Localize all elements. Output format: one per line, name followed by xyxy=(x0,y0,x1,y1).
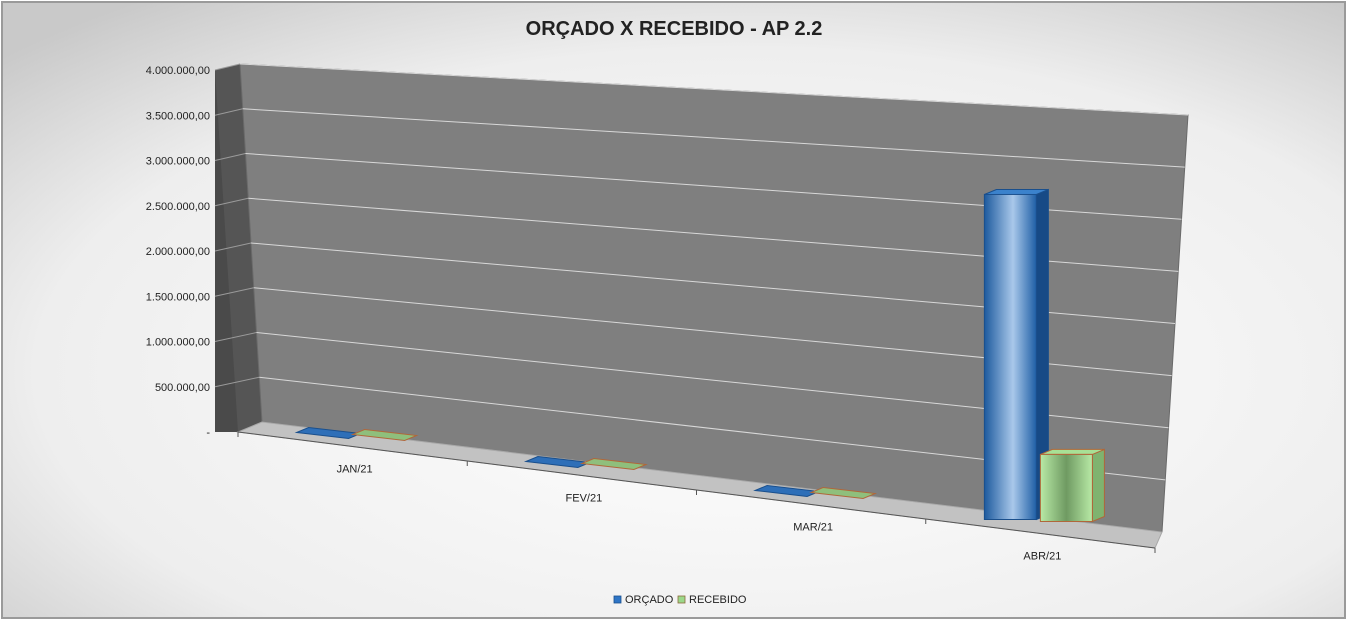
y-tick-label: 4.000.000,00 xyxy=(146,65,210,77)
gridline xyxy=(242,108,1185,168)
bar-orcado xyxy=(983,193,1037,520)
legend-swatch xyxy=(677,595,686,604)
bar-recebido xyxy=(579,457,648,471)
y-tick-label: 3.000.000,00 xyxy=(146,156,210,168)
bar-recebido-side xyxy=(1091,448,1105,523)
gridline xyxy=(239,63,1189,116)
x-tick-label: JAN/21 xyxy=(337,464,373,476)
y-tick-label: 2.500.000,00 xyxy=(146,201,210,213)
x-tick-label: ABR/21 xyxy=(1023,551,1061,563)
plot-layer: - 500.000,00 1.000.000,00 1.500.000,00 2.000… xyxy=(146,63,1189,563)
y-tick-label: 2.000.000,00 xyxy=(146,246,210,258)
bar-recebido xyxy=(809,486,878,500)
side-gridline xyxy=(214,242,252,252)
legend: ORÇADO RECEBIDO xyxy=(613,594,747,606)
legend-label: ORÇADO xyxy=(625,594,674,606)
legend-label: RECEBIDO xyxy=(689,594,747,606)
x-tick-label: MAR/21 xyxy=(793,522,833,534)
y-tick-label: 3.500.000,00 xyxy=(146,110,210,122)
side-gridline xyxy=(214,376,260,388)
side-gridline xyxy=(214,332,257,342)
y-tick-label: - xyxy=(206,427,210,439)
bar-orcado-top xyxy=(984,189,1049,195)
side-gridline xyxy=(214,287,254,297)
chart-title: ORÇADO X RECEBIDO - AP 2.2 xyxy=(526,18,823,40)
y-tick-label: 500.000,00 xyxy=(155,382,210,394)
x-tick-label: FEV/21 xyxy=(566,493,603,505)
y-tick-label: 1.000.000,00 xyxy=(146,337,210,349)
bar-recebido xyxy=(350,428,419,442)
side-gridline xyxy=(214,108,243,116)
side-gridline xyxy=(214,153,246,161)
side-gridline xyxy=(214,197,249,207)
bar-recebido xyxy=(1039,453,1093,523)
legend-swatch xyxy=(613,595,622,604)
y-tick-label: 1.500.000,00 xyxy=(146,291,210,303)
side-wall-face xyxy=(215,64,262,432)
side-gridline xyxy=(214,63,241,71)
bar-recebido-top xyxy=(1040,448,1105,455)
